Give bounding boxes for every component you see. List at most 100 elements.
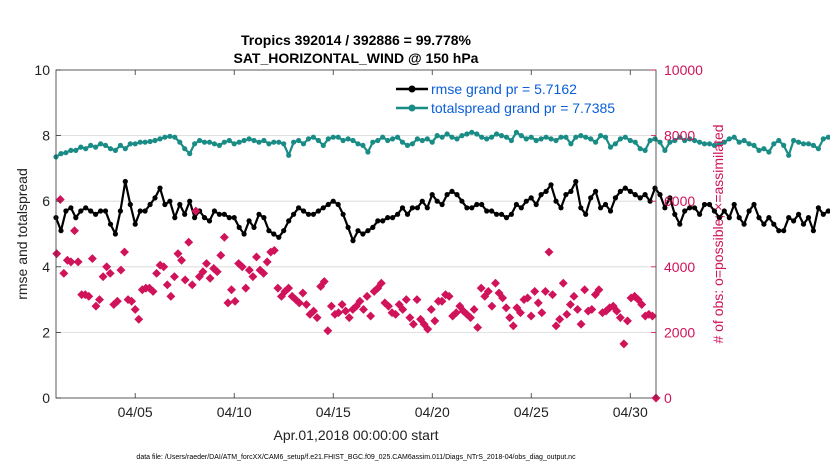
- rmse-point: [380, 218, 386, 224]
- totalspread-point: [107, 146, 114, 152]
- rmse-point: [102, 208, 109, 214]
- totalspread-point: [820, 136, 826, 142]
- obs-count-point: [187, 280, 197, 290]
- totalspread-point: [187, 151, 193, 157]
- rmse-point: [345, 224, 351, 230]
- totalspread-point: [102, 142, 109, 148]
- rmse-point: [330, 198, 336, 204]
- rmse-point: [444, 192, 450, 198]
- rmse-point: [642, 192, 648, 198]
- rmse-point: [820, 211, 826, 217]
- totalspread-point: [375, 137, 381, 144]
- totalspread-point: [706, 141, 713, 147]
- rmse-point: [736, 215, 742, 221]
- rmse-point: [617, 188, 624, 194]
- totalspread-point: [637, 146, 643, 152]
- rmse-point: [226, 215, 232, 221]
- obs-count-point: [184, 237, 194, 247]
- totalspread-point: [434, 133, 440, 139]
- obs-count-point: [608, 301, 618, 311]
- obs-count-point: [216, 250, 226, 260]
- obs-count-point: [366, 311, 376, 321]
- obs-count-point: [341, 306, 351, 316]
- x-tick-label: 04/05: [118, 404, 153, 420]
- obs-count-point: [59, 268, 69, 278]
- totalspread-point: [598, 133, 604, 139]
- rmse-point: [558, 205, 564, 211]
- rmse-point: [167, 198, 173, 204]
- totalspread-point: [167, 133, 173, 139]
- obs-count-point: [262, 257, 272, 267]
- obs-count-point: [430, 316, 440, 326]
- obs-count-point: [373, 283, 383, 293]
- x-tick-label: 04/20: [415, 404, 450, 420]
- rmse-point: [508, 211, 514, 217]
- obs-count-point: [391, 309, 401, 319]
- obs-count-point: [512, 303, 522, 313]
- x-axis: 04/05 04/10 04/15 04/20 04/25 04/30: [118, 70, 648, 420]
- rmse-point: [182, 211, 188, 217]
- rmse-point: [677, 221, 683, 227]
- totalspread-point: [93, 144, 99, 150]
- totalspread-point: [226, 137, 232, 144]
- totalspread-point: [642, 147, 648, 153]
- totalspread-point: [548, 136, 554, 142]
- obs-count-point: [487, 301, 497, 311]
- obs-count-point: [505, 313, 515, 323]
- obs-count-point: [423, 324, 433, 334]
- rmse-point: [414, 205, 420, 211]
- obs-count-point: [576, 319, 586, 329]
- rmse-point: [187, 198, 193, 204]
- obs-count-point: [408, 319, 418, 329]
- obs-count-point: [530, 286, 540, 296]
- rmse-point: [395, 211, 401, 217]
- rmse-point: [706, 201, 713, 208]
- obs-count-point: [276, 291, 286, 301]
- rmse-point: [201, 215, 208, 221]
- y-axis-label: rmse and totalspread: [14, 168, 30, 300]
- totalspread-point: [98, 141, 104, 147]
- obs-count-point: [301, 300, 311, 309]
- totalspread-point: [88, 142, 94, 148]
- obs-count-point: [205, 273, 215, 283]
- totalspread-point: [622, 134, 628, 140]
- totalspread-point: [414, 136, 420, 142]
- obs-count-point: [590, 290, 600, 300]
- rmse-point: [98, 208, 104, 214]
- rmse-point: [246, 218, 252, 224]
- rmse-point: [533, 201, 539, 208]
- obs-count-point: [112, 296, 122, 306]
- totalspread-point: [63, 150, 69, 156]
- rmse-point: [479, 201, 485, 208]
- rmse-point: [766, 215, 772, 221]
- obs-count-point: [130, 304, 140, 314]
- totalspread-point: [746, 141, 752, 147]
- totalspread-point: [776, 137, 782, 144]
- obs-count-point: [351, 301, 361, 311]
- totalspread-point: [513, 129, 520, 135]
- totalspread-point: [424, 136, 430, 142]
- totalspread-point: [409, 141, 415, 147]
- rmse-point: [751, 201, 757, 208]
- totalspread-point: [157, 136, 163, 142]
- obs-count-point: [355, 296, 365, 306]
- obs-count-point: [244, 265, 254, 275]
- rmse-point: [563, 192, 569, 198]
- rmse-point: [474, 201, 480, 208]
- obs-count-point: [237, 262, 247, 272]
- rmse-point: [127, 201, 133, 208]
- rmse-point: [667, 195, 673, 201]
- rmse-point: [548, 182, 554, 188]
- obs-count-point: [615, 313, 625, 323]
- obs-count-point: [230, 296, 240, 306]
- rmse-point: [607, 208, 614, 214]
- obs-count-point: [98, 272, 108, 282]
- totalspread-point: [583, 134, 589, 140]
- obs-count-point: [466, 313, 475, 323]
- obs-count-point: [623, 316, 632, 326]
- totalspread-point: [310, 134, 316, 140]
- y-tick-label: 6: [42, 193, 50, 209]
- x-tick-label: 04/25: [514, 404, 549, 420]
- rmse-point: [588, 195, 594, 201]
- rmse-point: [731, 201, 737, 208]
